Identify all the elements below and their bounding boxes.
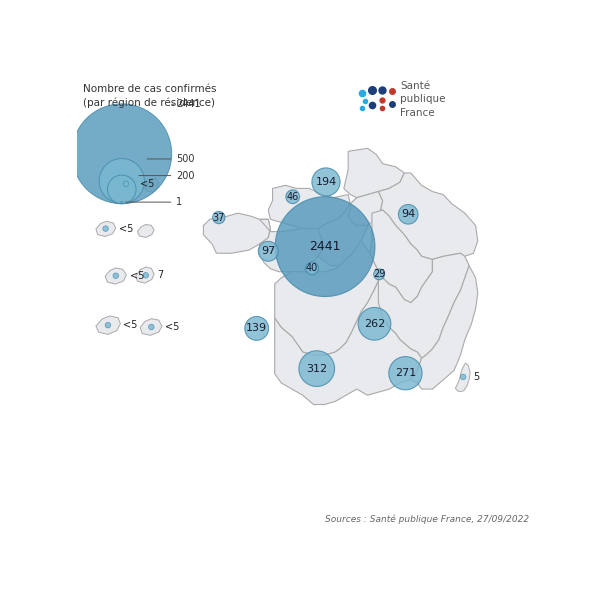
Polygon shape [275,241,379,355]
Polygon shape [370,210,433,302]
Text: Sources : Santé publique France, 27/09/2022: Sources : Santé publique France, 27/09/2… [325,514,529,524]
Circle shape [121,202,123,203]
Polygon shape [96,221,116,236]
Polygon shape [136,267,154,283]
Circle shape [374,269,385,280]
Circle shape [72,104,172,203]
Text: 46: 46 [287,192,299,202]
Text: <5: <5 [123,320,137,330]
Text: 5: 5 [473,372,479,382]
Polygon shape [140,319,162,335]
Text: 94: 94 [401,209,415,219]
Text: (par région de résidence): (par région de résidence) [83,97,215,108]
Circle shape [113,273,119,278]
Text: <5: <5 [140,179,155,189]
Text: 37: 37 [212,212,225,223]
Polygon shape [116,176,137,191]
Text: 262: 262 [364,319,385,329]
Polygon shape [105,268,127,284]
Text: 139: 139 [246,323,267,334]
Polygon shape [318,197,372,266]
Polygon shape [348,191,383,226]
Text: 194: 194 [316,177,337,187]
Circle shape [258,241,278,261]
Text: 271: 271 [395,368,416,378]
Text: Nombre de cas confirmés: Nombre de cas confirmés [83,83,217,94]
Text: <5: <5 [119,224,133,233]
Circle shape [103,226,109,232]
Circle shape [398,205,418,224]
Polygon shape [374,253,469,358]
Text: Santé
publique
France: Santé publique France [400,80,445,118]
Circle shape [143,272,149,278]
Polygon shape [411,266,478,389]
Circle shape [123,181,129,187]
Circle shape [389,356,422,390]
Polygon shape [268,185,350,232]
Circle shape [212,211,225,224]
Polygon shape [379,173,478,259]
Polygon shape [137,224,154,238]
Polygon shape [455,363,470,392]
Text: 2441: 2441 [176,100,200,109]
Circle shape [105,322,110,328]
Circle shape [306,262,319,275]
Circle shape [275,197,375,296]
Circle shape [99,158,145,203]
Circle shape [358,307,391,340]
Polygon shape [344,148,404,197]
Circle shape [245,317,269,340]
Circle shape [460,374,466,380]
Circle shape [149,324,154,330]
Text: <5: <5 [130,271,144,281]
Circle shape [312,168,340,196]
Circle shape [286,190,299,203]
Text: 2441: 2441 [310,240,341,253]
Text: 29: 29 [373,269,385,280]
Polygon shape [96,316,121,334]
Text: 312: 312 [306,364,328,374]
Polygon shape [260,219,325,272]
Polygon shape [145,178,159,192]
Text: 7: 7 [157,270,164,280]
Text: 1: 1 [176,197,182,207]
Text: 200: 200 [176,170,194,181]
Polygon shape [203,213,271,253]
Polygon shape [275,281,422,404]
Text: <5: <5 [165,322,179,332]
Text: 500: 500 [176,154,194,164]
Text: 40: 40 [306,263,318,274]
Text: 97: 97 [261,246,275,256]
Circle shape [299,351,335,386]
Circle shape [107,175,136,203]
